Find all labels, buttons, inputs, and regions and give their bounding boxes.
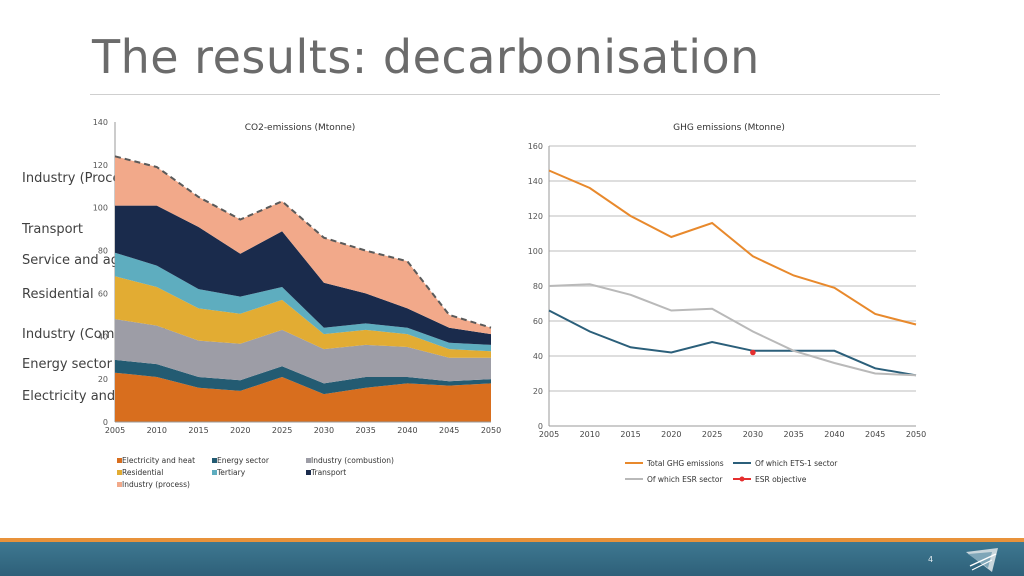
co2-x-tick-label: 2005 <box>105 426 125 435</box>
ghg-legend-label: Total GHG emissions <box>646 459 724 468</box>
ghg-y-tick-label: 160 <box>528 142 543 151</box>
ghg-x-tick-label: 2015 <box>620 430 640 439</box>
ghg-y-tick-label: 40 <box>533 352 543 361</box>
co2-y-tick-label: 40 <box>98 332 108 341</box>
co2-area-industry-combustion- <box>115 319 491 384</box>
ghg-legend-marker <box>739 476 745 482</box>
ghg-x-tick-label: 2020 <box>661 430 681 439</box>
co2-y-tick-label: 60 <box>98 289 108 298</box>
co2-y-tick-label: 20 <box>98 375 108 384</box>
label-service-agri: Service and agri. <box>22 253 133 268</box>
co2-y-tick-label: 80 <box>98 247 108 256</box>
ghg-legend-label: Of which ESR sector <box>647 475 723 484</box>
ghg-y-tick-label: 120 <box>528 212 543 221</box>
co2-x-tick-label: 2045 <box>439 426 459 435</box>
ghg-point-esr-objective <box>750 349 756 356</box>
ghg-x-tick-label: 2025 <box>702 430 722 439</box>
title-divider <box>90 94 940 95</box>
co2-legend-swatch <box>117 470 122 475</box>
co2-x-tick-label: 2035 <box>355 426 375 435</box>
ghg-y-tick-label: 140 <box>528 177 543 186</box>
co2-area-electricity-and-heat <box>115 372 491 422</box>
co2-area-tertiary <box>115 252 491 352</box>
ghg-y-tick-label: 100 <box>528 247 543 256</box>
co2-y-tick-label: 100 <box>93 204 108 213</box>
co2-legend-swatch <box>306 458 311 463</box>
footer-bar <box>0 542 1024 576</box>
ghg-chart-title: GHG emissions (Mtonne) <box>673 123 785 133</box>
co2-x-tick-label: 2040 <box>397 426 417 435</box>
ghg-x-tick-label: 2030 <box>743 430 763 439</box>
co2-legend-swatch <box>306 470 311 475</box>
ghg-x-tick-label: 2010 <box>580 430 600 439</box>
label-residential: Residential <box>22 287 94 302</box>
ghg-x-tick-label: 2035 <box>783 430 803 439</box>
co2-legend-label: Industry (combustion) <box>311 456 394 465</box>
co2-legend-label: Energy sector <box>217 456 270 465</box>
co2-y-tick-label: 120 <box>93 161 108 170</box>
co2-y-tick-label: 140 <box>93 118 108 127</box>
co2-total-dashed-line <box>114 155 492 329</box>
ghg-legend-label: Of which ETS-1 sector <box>755 459 838 468</box>
label-transport: Transport <box>22 222 84 237</box>
ghg-line-total-ghg-emissions <box>548 169 917 326</box>
co2-area-industry-process- <box>115 156 491 335</box>
ghg-y-tick-label: 60 <box>533 317 543 326</box>
co2-legend-label: Industry (process) <box>122 480 190 489</box>
footer-accent-line <box>0 538 1024 542</box>
co2-legend-swatch <box>212 458 217 463</box>
co2-x-tick-label: 2050 <box>481 426 501 435</box>
co2-area-energy-sector <box>115 359 491 395</box>
co2-legend-label: Residential <box>122 468 163 477</box>
ghg-x-tick-label: 2045 <box>865 430 885 439</box>
company-logo-icon <box>966 548 998 572</box>
co2-legend-swatch <box>212 470 217 475</box>
co2-legend-swatch <box>117 482 122 487</box>
co2-area-transport <box>115 205 491 345</box>
co2-x-tick-label: 2030 <box>314 426 334 435</box>
co2-chart-title: CO2-emissions (Mtonne) <box>245 123 356 133</box>
co2-legend-label: Tertiary <box>216 468 246 477</box>
page-number: 4 <box>928 555 934 564</box>
ghg-y-tick-label: 20 <box>533 387 543 396</box>
ghg-line-of-which-esr-sector <box>548 283 917 377</box>
ghg-line-of-which-ets-1-sector <box>548 309 917 377</box>
ghg-x-tick-label: 2040 <box>824 430 844 439</box>
co2-x-tick-label: 2025 <box>272 426 292 435</box>
label-energy-sector: Energy sector <box>22 357 112 372</box>
co2-y-tick-label: 0 <box>103 418 108 427</box>
ghg-x-tick-label: 2005 <box>539 430 559 439</box>
label-industry-process: Industry (Process-) <box>22 171 144 186</box>
co2-legend-swatch <box>117 458 122 463</box>
ghg-y-tick-label: 80 <box>533 282 543 291</box>
co2-x-tick-label: 2015 <box>188 426 208 435</box>
ghg-legend-label: ESR objective <box>755 475 807 484</box>
ghg-y-tick-label: 0 <box>538 422 543 431</box>
co2-x-tick-label: 2010 <box>147 426 167 435</box>
co2-x-tick-label: 2020 <box>230 426 250 435</box>
co2-legend-label: Transport <box>310 468 346 477</box>
ghg-x-tick-label: 2050 <box>906 430 926 439</box>
page-title: The results: decarbonisation <box>92 30 760 84</box>
co2-legend-label: Electricity and heat <box>122 456 195 465</box>
